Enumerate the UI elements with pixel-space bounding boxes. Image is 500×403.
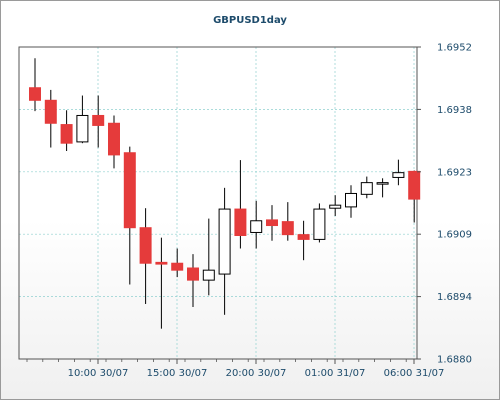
candle-body-up (76, 114, 89, 143)
candle (250, 200, 263, 249)
candle (408, 170, 421, 223)
candle (187, 254, 199, 307)
grid-lines (19, 47, 417, 359)
candle-body-down (29, 87, 41, 101)
candle (392, 159, 405, 186)
candle (345, 185, 357, 218)
plot-frame (18, 46, 418, 360)
y-tick-label: 1.6894 (437, 292, 472, 303)
candle (92, 95, 105, 148)
y-tick-label: 1.6938 (437, 105, 472, 116)
candle (155, 237, 168, 329)
candle-body-down (44, 99, 57, 124)
x-axis: 10:00 30/07 15:00 30/07 20:00 30/07 01:00 3… (26, 359, 445, 379)
y-tick-label: 1.6909 (437, 230, 472, 241)
y-tick-label: 1.6952 (437, 43, 472, 54)
candle-body-up (202, 269, 215, 281)
candle (281, 202, 294, 241)
candle-body-up (313, 208, 326, 240)
y-tick-label: 1.6880 (437, 355, 472, 366)
candle (139, 208, 152, 304)
candle (313, 203, 326, 243)
x-tick-label: 01:00 31/07 (305, 368, 366, 379)
x-tick-label: 15:00 30/07 (147, 368, 208, 379)
candle (108, 115, 120, 169)
chart-title: GBPUSD1day (213, 15, 287, 26)
candles (29, 58, 421, 329)
candle-body-down (234, 208, 247, 236)
y-tick-label: 1.6923 (437, 167, 472, 178)
candle (234, 160, 247, 249)
candle (297, 220, 310, 261)
candle-body-down (171, 262, 184, 271)
x-tick-label: 06:00 31/07 (384, 368, 445, 379)
candle (123, 146, 136, 285)
candle (360, 176, 373, 199)
candle-body-up (345, 192, 357, 208)
candle (218, 187, 231, 315)
candle (171, 248, 184, 278)
x-tick-label: 10:00 30/07 (68, 368, 129, 379)
candle-body-down (92, 114, 105, 126)
x-tick-label: 20:00 30/07 (226, 368, 287, 379)
candle-body-down (155, 261, 168, 265)
candle-body-up (360, 182, 373, 195)
candle-body-down (60, 124, 73, 144)
candle-body-up (218, 208, 231, 275)
candle (376, 178, 389, 198)
candle (44, 89, 57, 148)
candle-body-down (139, 227, 152, 264)
y-axis: 1.6952 1.6938 1.6923 1.6909 1.6894 1.6880 (417, 43, 472, 366)
candle-body-down (281, 221, 294, 236)
candle (29, 58, 41, 112)
candle-body-up (329, 204, 342, 209)
candle-body-up (250, 220, 263, 233)
candle-body-down (108, 122, 120, 156)
candle (202, 218, 215, 296)
candle-body-down (123, 152, 136, 229)
candle-body-down (187, 267, 199, 281)
candle-body-down (408, 170, 421, 200)
candle-body-up (376, 182, 389, 185)
candle (76, 95, 89, 144)
candle-body-down (266, 219, 278, 227)
candle (60, 110, 73, 151)
candle-body-up (392, 172, 405, 178)
candle-body-down (297, 234, 310, 240)
candle (266, 205, 278, 241)
candle (329, 195, 342, 216)
